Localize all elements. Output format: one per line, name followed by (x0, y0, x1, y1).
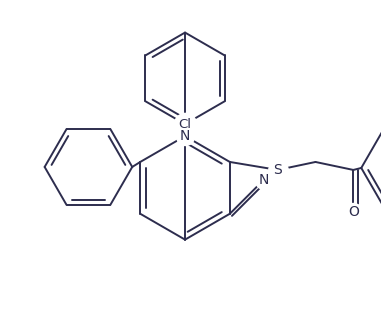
Text: N: N (259, 173, 269, 187)
Text: S: S (273, 163, 282, 177)
Text: O: O (348, 205, 359, 219)
Text: N: N (180, 129, 190, 143)
Text: Cl: Cl (178, 118, 192, 131)
